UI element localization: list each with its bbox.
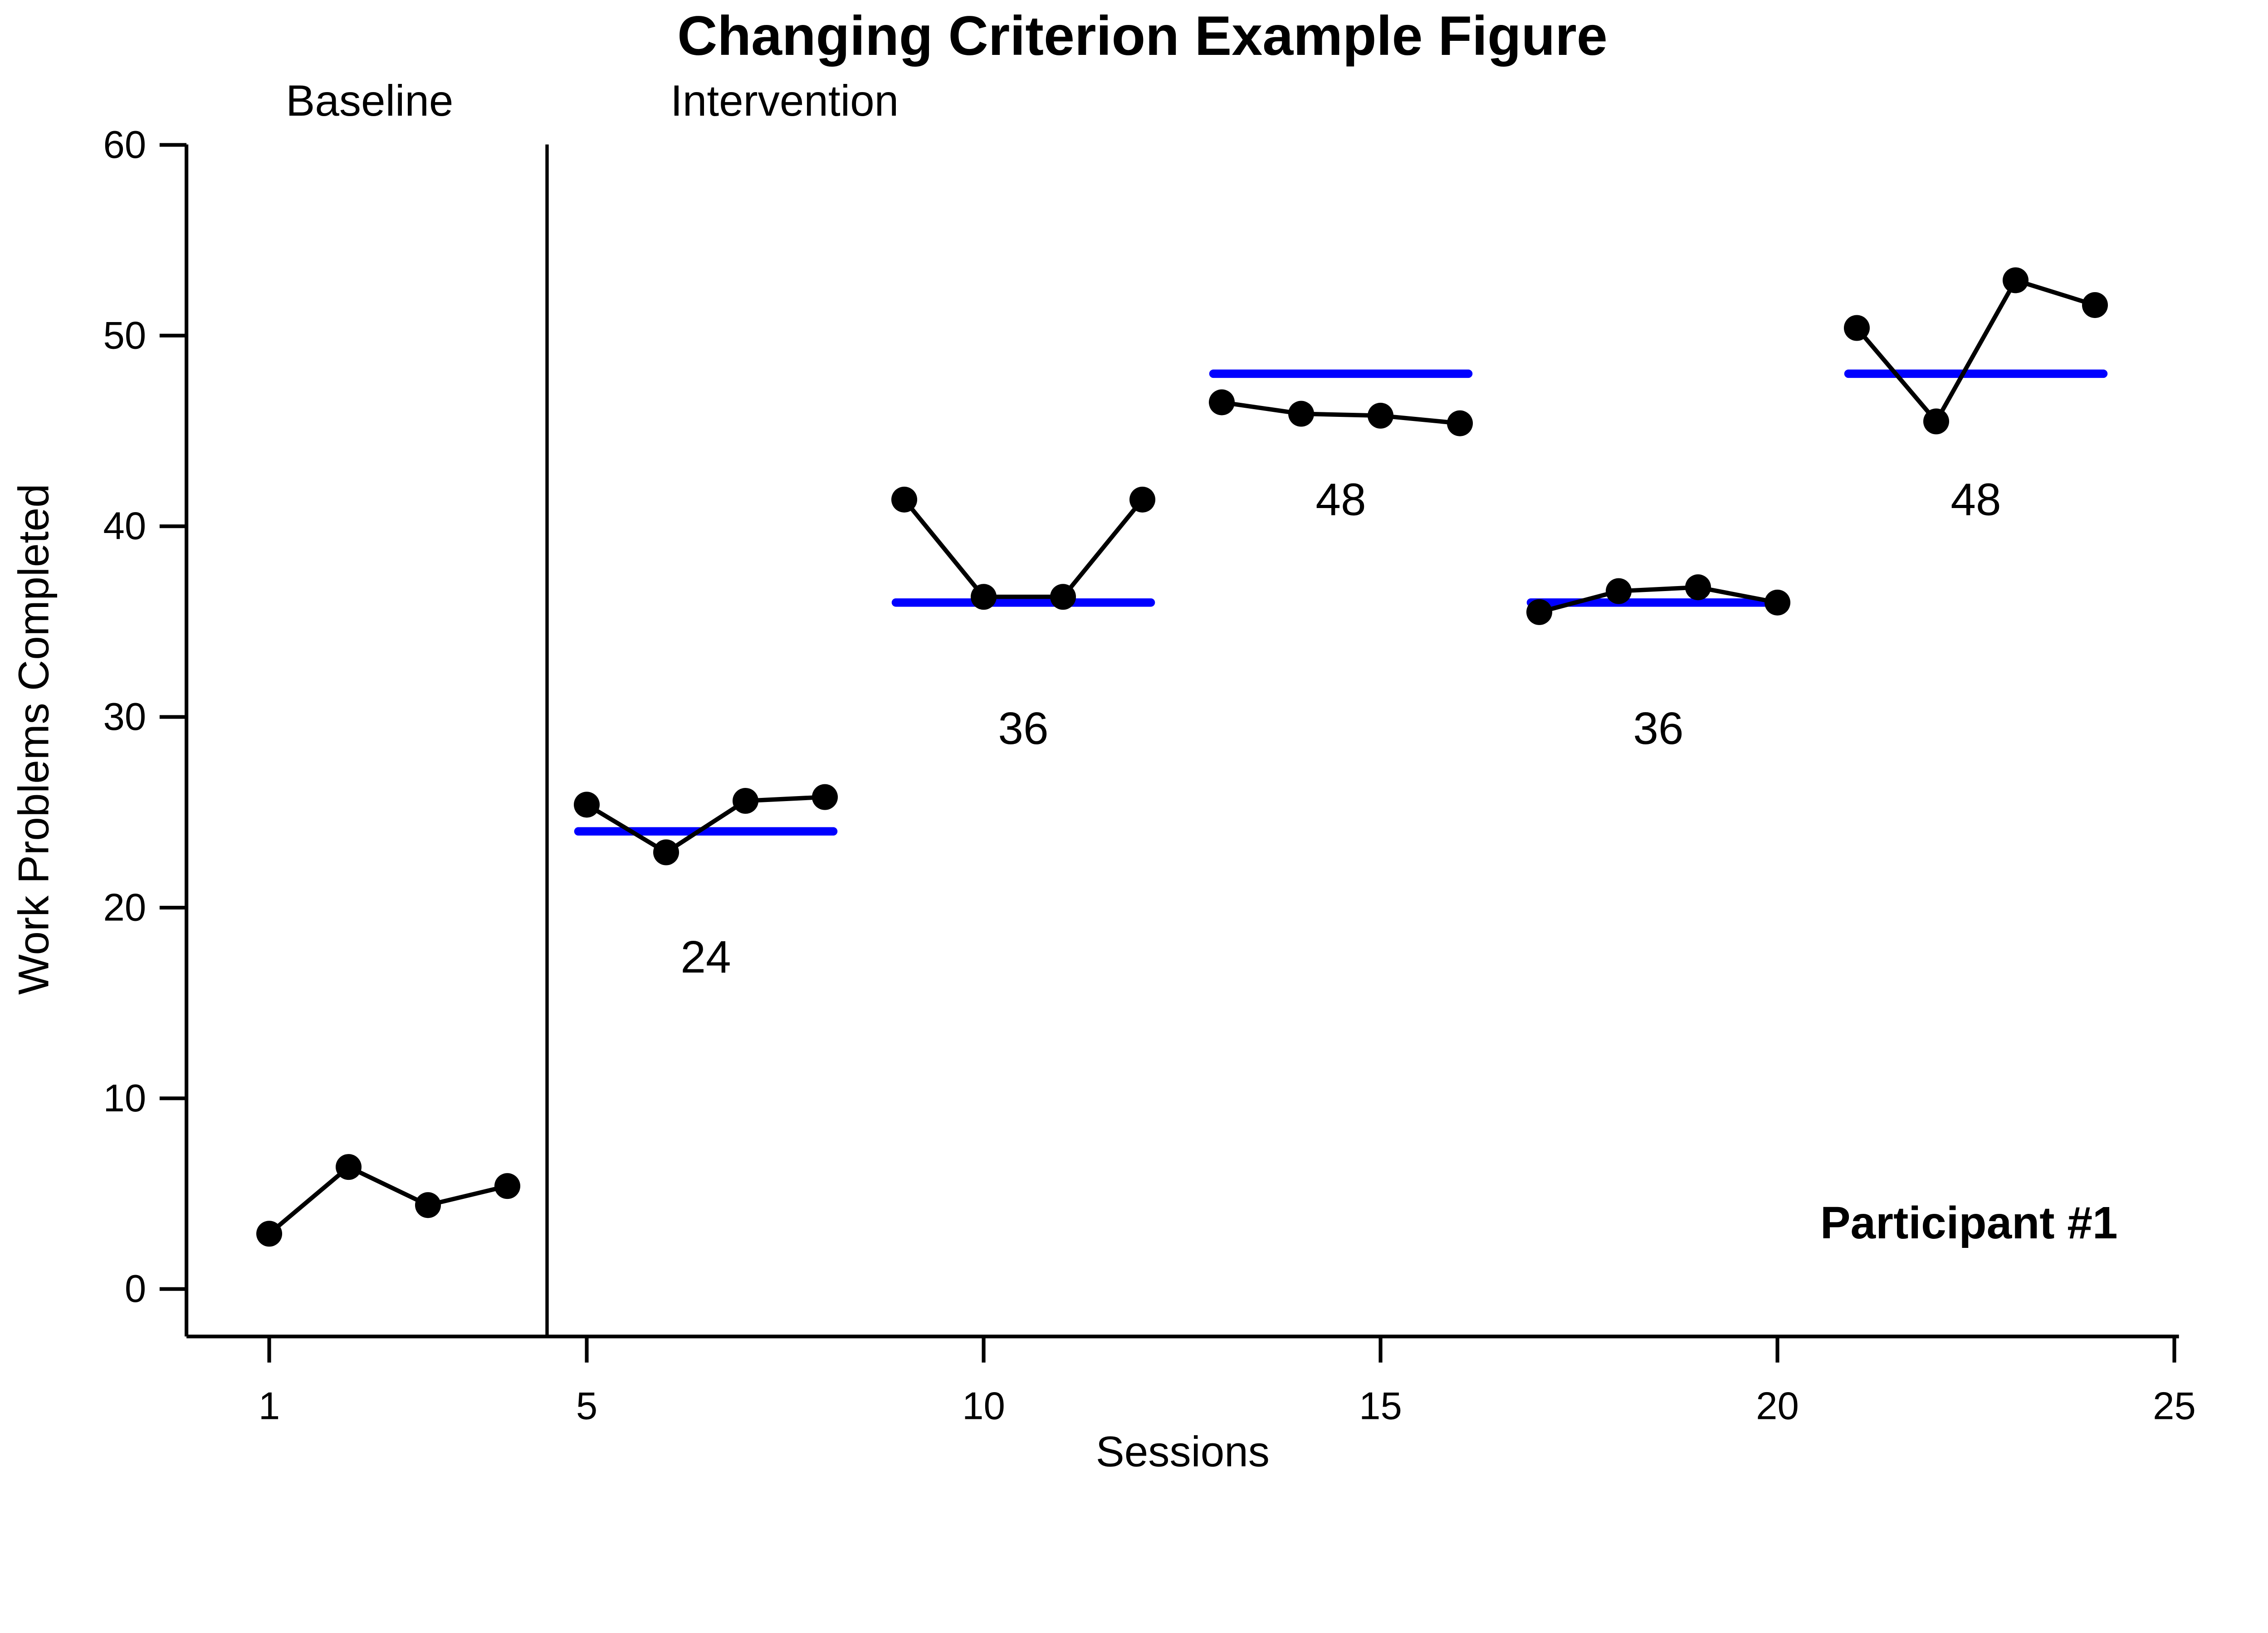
- y-tick-label: 20: [103, 886, 146, 929]
- data-point: [336, 1154, 362, 1180]
- data-point: [1208, 389, 1235, 416]
- data-point: [256, 1221, 283, 1247]
- data-point: [971, 584, 997, 610]
- chart-title: Changing Criterion Example Figure: [677, 5, 1608, 67]
- phase-label-intervention: Intervention: [670, 77, 899, 125]
- participant-annotation: Participant #1: [1820, 1198, 2118, 1248]
- phase-label-baseline: Baseline: [286, 77, 453, 125]
- data-line-segment: [1221, 400, 1460, 425]
- data-point: [494, 1173, 521, 1199]
- data-series-layer: [256, 267, 2108, 1247]
- data-point: [733, 787, 759, 814]
- data-point: [1129, 486, 1156, 513]
- x-tick-label: 5: [576, 1384, 597, 1428]
- data-point: [653, 839, 679, 865]
- y-tick-label: 50: [103, 314, 146, 357]
- data-point: [2002, 267, 2029, 293]
- data-line-segment: [268, 1164, 508, 1236]
- data-line-segment: [902, 498, 1144, 599]
- data-point: [1526, 599, 1553, 625]
- data-point: [1367, 402, 1394, 429]
- y-tick-label: 40: [103, 505, 146, 548]
- data-point: [1447, 410, 1473, 436]
- criterion-label: 36: [998, 703, 1048, 754]
- data-point: [2082, 292, 2108, 318]
- criterion-label: 36: [1633, 703, 1683, 754]
- y-tick-label: 10: [103, 1077, 146, 1120]
- data-line-segment: [1855, 278, 2096, 425]
- x-tick-label: 20: [1756, 1384, 1799, 1428]
- data-point: [1050, 584, 1076, 610]
- x-tick-label: 25: [2153, 1384, 2196, 1428]
- x-axis-title: Sessions: [1096, 1428, 1270, 1476]
- criterion-label: 48: [1950, 474, 2001, 525]
- data-point: [1288, 401, 1315, 427]
- x-tick-label: 1: [259, 1384, 280, 1428]
- y-tick-label: 0: [125, 1267, 146, 1310]
- data-point: [415, 1192, 441, 1218]
- criterion-label: 48: [1315, 474, 1366, 525]
- criterion-lines-layer: 24 36 48 36 48: [574, 369, 2108, 983]
- y-tick-label: 30: [103, 695, 146, 738]
- figure: 0 10 20 30 40 50 60 1 5 10 15 20 25 24 36 48 36 48 Chang…: [10, 5, 2196, 1476]
- data-line-segment: [586, 795, 825, 855]
- data-point: [1605, 578, 1632, 604]
- data-point: [1685, 574, 1711, 601]
- data-point: [574, 792, 600, 818]
- data-point: [1923, 408, 1950, 435]
- data-point: [891, 486, 918, 513]
- criterion-label: 24: [680, 932, 731, 983]
- data-line-segment: [1539, 585, 1778, 615]
- y-axis-title: Work Problems Completed: [10, 484, 58, 995]
- x-tick-label: 15: [1359, 1384, 1402, 1428]
- x-tick-label: 10: [962, 1384, 1005, 1428]
- y-tick-label: 60: [103, 123, 146, 166]
- data-point: [1843, 315, 1870, 341]
- data-point: [1764, 589, 1791, 616]
- data-point: [812, 784, 838, 810]
